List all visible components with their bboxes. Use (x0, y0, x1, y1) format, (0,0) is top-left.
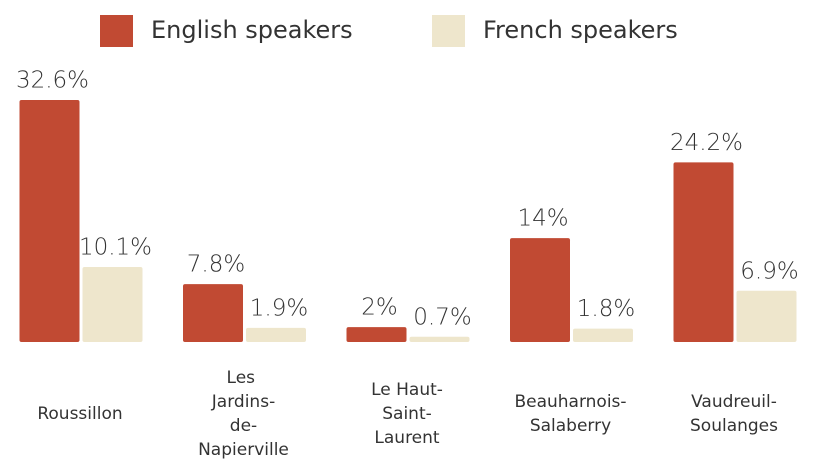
bar (346, 327, 407, 342)
x-tick-label: Roussillon (37, 404, 122, 424)
value-label: 0.7% (413, 304, 471, 330)
bar (82, 267, 143, 342)
legend-label: English speakers (151, 16, 353, 44)
value-label: 2% (361, 295, 398, 321)
legend-swatch (100, 15, 133, 47)
x-tick-label: Les Jardins-de-Napierville (198, 368, 289, 460)
bar (183, 284, 243, 342)
value-label: 6.9% (740, 258, 798, 284)
value-label: 1.9% (250, 295, 308, 321)
value-label: 32.6% (16, 68, 89, 94)
bar (573, 328, 633, 342)
value-label: 24.2% (670, 130, 743, 156)
bar (409, 336, 470, 342)
bar (246, 327, 306, 342)
x-tick-label: Beauharnois-Salaberry (514, 392, 626, 436)
value-label: 10.1% (79, 235, 152, 261)
bar (19, 100, 80, 342)
bar (736, 290, 797, 342)
x-tick-label: Vaudreuil-Soulanges (690, 392, 778, 436)
legend-swatch (432, 15, 465, 47)
bar (510, 238, 570, 342)
value-label: 14% (517, 206, 568, 232)
legend-label: French speakers (483, 16, 678, 44)
bar (673, 162, 734, 342)
x-tick-label: Le Haut-Saint-Laurent (371, 380, 443, 448)
value-label: 1.8% (577, 296, 635, 322)
value-label: 7.8% (187, 252, 245, 278)
